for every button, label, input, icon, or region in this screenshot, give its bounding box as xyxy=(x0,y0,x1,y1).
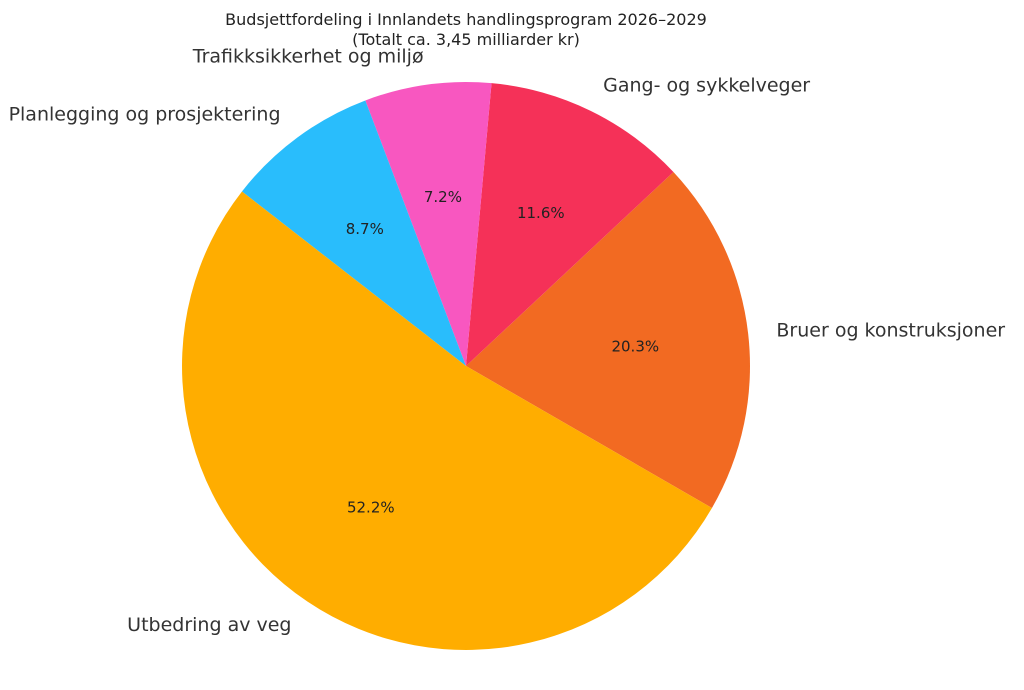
chart-title: Budsjettfordeling i Innlandets handlings… xyxy=(225,10,707,29)
slice-percent-label: 20.3% xyxy=(611,338,659,356)
slice-percent-label: 8.7% xyxy=(346,220,384,238)
slice-category-label: Planlegging og prosjektering xyxy=(9,104,281,126)
slice-percent-label: 7.2% xyxy=(424,188,462,206)
slice-category-label: Bruer og konstruksjoner xyxy=(776,319,1005,341)
slice-category-label: Utbedring av veg xyxy=(127,614,291,636)
pie-slice xyxy=(466,172,750,508)
slice-category-label: Gang- og sykkelveger xyxy=(603,74,810,96)
slice-category-label: Trafikksikkerhet og miljø xyxy=(192,46,424,68)
slice-percent-label: 11.6% xyxy=(517,204,565,222)
pie-slice xyxy=(466,83,674,367)
pie-slice xyxy=(241,100,466,366)
pie-slice xyxy=(182,191,712,650)
category-labels: Bruer og konstruksjoner Gang- og sykkelve… xyxy=(9,46,1006,637)
pie-slices xyxy=(182,81,750,650)
slice-percent-label: 52.2% xyxy=(347,498,395,516)
pie-slice xyxy=(365,81,492,367)
percent-labels: 20.3% 11.6% 7.2% 8.7% 52.2% xyxy=(346,188,659,516)
chart-subtitle: (Totalt ca. 3,45 milliarder kr) xyxy=(352,30,580,49)
